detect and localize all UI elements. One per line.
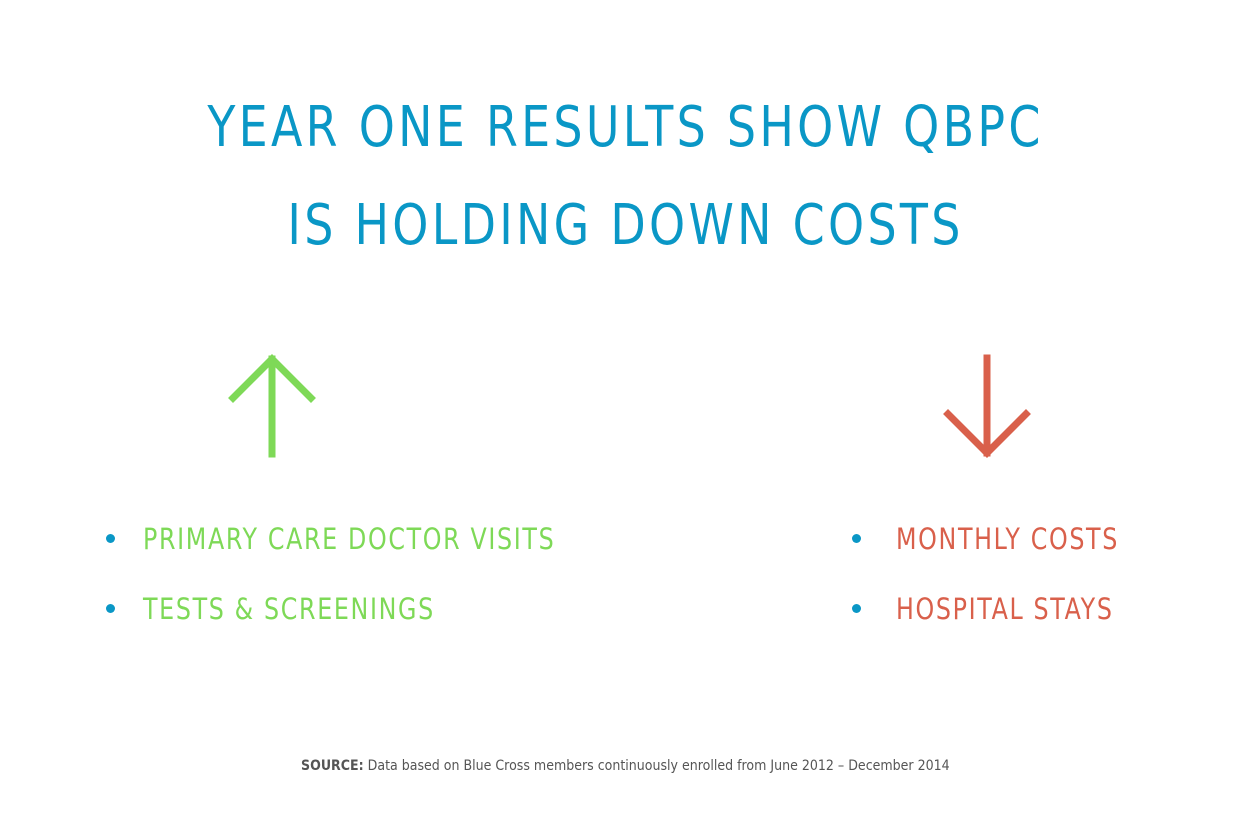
source-text: Data based on Blue Cross members continu… bbox=[367, 758, 950, 774]
bullet-dot bbox=[106, 534, 115, 543]
bullet-dot bbox=[106, 604, 115, 613]
arrow-down-icon bbox=[943, 354, 1031, 458]
title-line-1: YEAR ONE RESULTS SHOW QBPC bbox=[207, 95, 1044, 160]
decrease-item-label: HOSPITAL STAYS bbox=[896, 592, 1114, 626]
decrease-item-label: MONTHLY COSTS bbox=[896, 522, 1119, 556]
source-note: SOURCE: Data based on Blue Cross members… bbox=[0, 756, 1251, 776]
source-label: SOURCE: bbox=[301, 758, 364, 774]
title-line-2: IS HOLDING DOWN COSTS bbox=[287, 193, 964, 258]
bullet-dot bbox=[852, 534, 861, 543]
increase-item-label: TESTS & SCREENINGS bbox=[143, 592, 435, 626]
increase-item-label: PRIMARY CARE DOCTOR VISITS bbox=[143, 522, 556, 556]
bullet-dot bbox=[852, 604, 861, 613]
arrow-up-icon bbox=[228, 354, 316, 458]
